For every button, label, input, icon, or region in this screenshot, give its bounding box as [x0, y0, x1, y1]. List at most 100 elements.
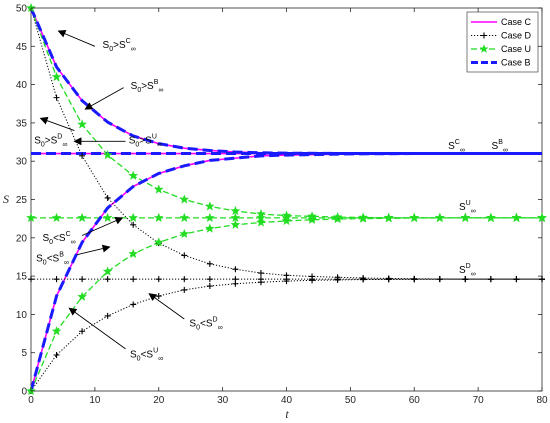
- case-u-point: [128, 212, 139, 223]
- case-u-point: [256, 217, 266, 227]
- annotation-s0-gt-sd: S0>SD∞: [34, 134, 67, 149]
- x-tick-label: 20: [153, 395, 165, 406]
- annotation-arrow: [81, 217, 124, 236]
- y-tick-label: 35: [16, 118, 28, 129]
- case-d-point: [79, 152, 86, 159]
- case-d-point: [206, 276, 213, 283]
- case-u-point: [204, 223, 215, 233]
- annotation-arrow: [76, 244, 111, 256]
- case-d-point: [104, 312, 111, 319]
- annotation-arrow: [84, 87, 124, 110]
- case-u-point: [128, 170, 139, 180]
- case-u-point: [153, 212, 164, 223]
- y-tick-label: 50: [16, 4, 28, 15]
- case-d-point: [79, 328, 86, 335]
- annotation-su-inf: SU∞: [459, 200, 476, 215]
- annotation-arrow: [57, 30, 96, 47]
- y-tick-label: 45: [16, 42, 28, 53]
- case-d-point: [104, 194, 111, 201]
- case-d-point: [79, 276, 86, 283]
- legend-marker-case-d: [481, 32, 487, 39]
- case-d-line: [30, 278, 542, 392]
- case-u-point: [51, 326, 62, 336]
- x-tick-label: 10: [89, 395, 101, 406]
- case-d-point: [181, 286, 188, 293]
- annotations: S0>SC∞ S0>SB∞ S0>SD∞ S0>SU∞ S0<SC∞ S0<SB∞ S0<S…: [34, 30, 508, 362]
- x-tick-label: 30: [217, 395, 229, 406]
- case-u-point: [409, 212, 420, 223]
- case-d-point: [155, 276, 162, 283]
- case-u-point: [358, 212, 369, 223]
- case-u-point: [179, 194, 190, 204]
- case-u-point: [51, 71, 62, 82]
- case-d-point: [232, 276, 239, 283]
- case-u-point: [230, 212, 241, 223]
- x-tick-label: 60: [409, 395, 421, 406]
- case-u-point: [460, 212, 471, 223]
- case-u-point: [307, 212, 317, 223]
- annotation-sc-inf: SC∞: [448, 139, 465, 154]
- y-tick-label: 20: [16, 233, 28, 244]
- case-u-point: [77, 291, 88, 301]
- annotation-s0-lt-su: S0<SU∞: [130, 347, 163, 362]
- case-u-point: [102, 149, 113, 160]
- case-d-point: [411, 276, 418, 283]
- case-d-point: [487, 276, 494, 283]
- case-d-point: [206, 260, 213, 267]
- case-u-point: [179, 228, 190, 239]
- case-d-point: [53, 94, 60, 101]
- case-u-point: [383, 212, 394, 223]
- case-d-point: [539, 276, 545, 283]
- case-d-point: [181, 252, 188, 259]
- y-tick-label: 10: [16, 310, 28, 321]
- annotation-arrow: [39, 116, 75, 131]
- y-tick-label: 25: [16, 195, 28, 206]
- x-tick-label: 50: [345, 395, 357, 406]
- case-u-point: [153, 237, 164, 247]
- case-u-point: [128, 248, 139, 259]
- case-d-point: [257, 276, 264, 283]
- case-u-point: [511, 212, 522, 223]
- case-d-point: [462, 276, 469, 283]
- case-u-point: [256, 212, 266, 223]
- case-u-point: [77, 212, 88, 223]
- y-axis-title: S: [3, 192, 9, 206]
- legend-marker-case-u: [479, 44, 489, 53]
- y-tick-label: 5: [21, 348, 27, 359]
- case-u-point: [204, 212, 215, 223]
- annotation-s0-lt-sc: S0<SC∞: [42, 231, 75, 246]
- annotation-arrow: [148, 293, 185, 320]
- annotation-s0-gt-su: S0>SU∞: [129, 134, 162, 149]
- x-tick-label: 0: [28, 395, 34, 406]
- annotation-sd-inf: SD∞: [459, 263, 476, 278]
- case-u-point: [204, 201, 215, 211]
- case-u-point: [281, 212, 292, 223]
- case-d-point: [385, 276, 392, 283]
- annotation-s0-lt-sd: S0<SD∞: [189, 317, 222, 332]
- x-tick-label: 70: [473, 395, 485, 406]
- annotation-arrow: [68, 307, 126, 350]
- case-d-point: [181, 276, 188, 283]
- case-u-line: [30, 217, 542, 392]
- case-u-point: [281, 215, 292, 226]
- x-tick-label: 40: [281, 395, 293, 406]
- axis-ticks: 0 10 20 30 40 50 60 70 80 0 5 10 15 20 25 30 35 40 45 50: [16, 4, 548, 407]
- case-u-point: [102, 266, 113, 276]
- case-u-point: [26, 212, 36, 223]
- case-u-point: [485, 212, 496, 223]
- case-u-point: [153, 184, 164, 194]
- case-d-point: [309, 276, 316, 283]
- legend-label-case-u: Case U: [501, 44, 531, 54]
- annotation-sb-inf: SB∞: [492, 139, 508, 154]
- case-d-point: [28, 276, 34, 283]
- case-u-point: [179, 212, 190, 223]
- case-u-point: [434, 212, 445, 223]
- case-d-point: [104, 276, 111, 283]
- case-d-point: [130, 301, 137, 308]
- case-u-point: [77, 119, 88, 129]
- legend-label-case-d: Case D: [501, 31, 532, 41]
- legend-label-case-b: Case B: [501, 58, 531, 68]
- case-d-point: [53, 276, 60, 283]
- y-tick-label: 40: [16, 80, 28, 91]
